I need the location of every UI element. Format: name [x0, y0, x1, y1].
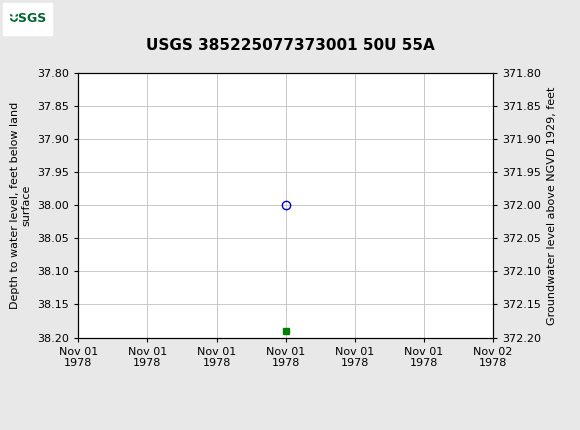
- Text: USGS 385225077373001 50U 55A: USGS 385225077373001 50U 55A: [146, 38, 434, 52]
- Legend: Period of approved data: Period of approved data: [188, 425, 383, 430]
- Text: ≋: ≋: [2, 9, 20, 29]
- Text: USGS: USGS: [9, 12, 46, 25]
- Y-axis label: Groundwater level above NGVD 1929, feet: Groundwater level above NGVD 1929, feet: [546, 86, 557, 325]
- Y-axis label: Depth to water level, feet below land
surface: Depth to water level, feet below land su…: [10, 102, 32, 309]
- FancyBboxPatch shape: [3, 3, 52, 35]
